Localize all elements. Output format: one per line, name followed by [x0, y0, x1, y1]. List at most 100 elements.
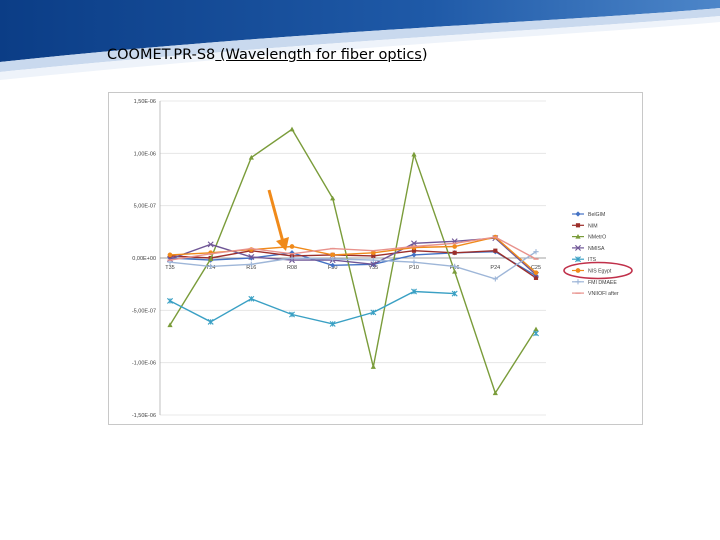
data-point [452, 250, 457, 255]
y-tick-label: -5,00E-07 [132, 308, 156, 314]
series-line [169, 236, 537, 261]
y-tick-label: 0,00E+00 [132, 256, 156, 262]
data-point [411, 288, 417, 295]
data-point [370, 257, 376, 263]
legend-marker [575, 256, 581, 263]
x-tick-label: P10 [409, 265, 419, 271]
x-tick-label: R08 [287, 265, 297, 271]
legend-item: NIS Egypt [563, 261, 633, 280]
series-line [169, 249, 537, 279]
data-point [248, 261, 254, 267]
arrow-icon [267, 189, 285, 243]
data-point [207, 241, 214, 248]
data-point [492, 390, 498, 396]
data-point [411, 259, 417, 265]
data-point [492, 276, 498, 282]
slide-title: COOMET.PR-S8 (Wavelength for fiber optic… [107, 47, 428, 63]
x-tick-label: Y35 [368, 265, 378, 271]
data-point [289, 126, 295, 132]
data-point [411, 151, 417, 157]
data-point [533, 249, 539, 255]
data-point [411, 252, 417, 258]
data-point [208, 263, 214, 269]
banner-swoosh [0, 0, 720, 62]
slide-title-close: ) [421, 47, 428, 63]
data-point [330, 195, 336, 201]
data-point [451, 290, 458, 297]
data-point [289, 255, 295, 261]
series-fmi-dmaee [167, 249, 539, 282]
data-point [533, 275, 539, 280]
data-point [371, 253, 376, 258]
slide-title-main: COOMET.PR-S8 [107, 47, 216, 63]
data-point [167, 297, 173, 304]
arrow-head-icon [276, 237, 289, 251]
data-point [533, 326, 539, 332]
legend-marker [575, 234, 581, 239]
data-point [330, 262, 336, 268]
legend-label: VNIIOFI after [588, 291, 619, 297]
data-point [208, 256, 214, 262]
data-point [248, 253, 255, 260]
data-point [411, 248, 417, 253]
legend-label: NIS Egypt [588, 269, 612, 275]
data-point [533, 330, 539, 337]
legend-marker [575, 268, 581, 273]
data-point [411, 240, 417, 247]
data-point [207, 318, 214, 325]
data-point [493, 248, 498, 253]
data-point [167, 252, 173, 258]
data-point [452, 244, 458, 249]
legend-item: NIM [572, 223, 598, 229]
legend-item: FMI DMAEE [572, 279, 617, 286]
data-point [330, 256, 336, 262]
data-point [370, 364, 376, 369]
data-point [289, 311, 295, 318]
series-group [167, 126, 539, 396]
data-point [329, 320, 336, 327]
data-point [370, 309, 377, 316]
y-tick-label: -1,50E-06 [132, 413, 156, 419]
annotation-arrow [267, 189, 289, 251]
legend-label: NIM [588, 223, 598, 229]
y-tick-label: 1,50E-06 [134, 99, 156, 105]
data-point [533, 270, 539, 275]
series-nmetro [167, 126, 539, 396]
legend: BelGIM NIM NMetrO NMISA ITS NIS Egypt FMI DMAE… [563, 211, 633, 297]
legend-label: FMI DMAEE [588, 280, 617, 286]
y-tick-label: -1,00E-06 [132, 361, 156, 367]
line-chart: 1,50E-06 1,00E-06 5,00E-07 0,00E+00 -5,00E-0… [108, 92, 643, 425]
data-point [167, 322, 173, 328]
banner-swoosh-white [0, 16, 720, 80]
y-tick-label: 1,00E-06 [134, 151, 156, 157]
legend-marker [575, 244, 581, 251]
header-banner [0, 0, 720, 80]
series-line [169, 128, 537, 395]
data-point [452, 263, 458, 269]
series-its [167, 288, 539, 337]
x-tick-label: R16 [246, 265, 256, 271]
legend-item: VNIIOFI after [572, 291, 619, 297]
data-point [370, 261, 377, 268]
legend-item: NMISA [572, 244, 605, 252]
data-point [289, 244, 295, 249]
legend-marker [575, 223, 581, 228]
legend-label: BelGIM [588, 212, 605, 218]
data-point [167, 255, 173, 261]
legend-label: ITS [588, 257, 597, 263]
legend-label: NMetrO [588, 235, 606, 241]
y-axis-ticks: 1,50E-06 1,00E-06 5,00E-07 0,00E+00 -5,00E-0… [132, 99, 156, 419]
data-point [370, 250, 376, 256]
legend-item: ITS [572, 256, 597, 263]
legend-marker [575, 279, 581, 285]
y-tick-label: 5,00E-07 [134, 204, 156, 210]
legend-marker [575, 211, 581, 217]
banner-swoosh-light [0, 8, 720, 72]
legend-label: NMISA [588, 246, 605, 252]
x-tick-label: T35 [165, 265, 174, 271]
x-tick-label: C25 [531, 265, 541, 271]
chart-frame [108, 92, 643, 425]
slide-title-paren: (Wavelength for fiber optics [215, 47, 422, 63]
data-point [248, 295, 255, 302]
series-line [169, 251, 537, 280]
